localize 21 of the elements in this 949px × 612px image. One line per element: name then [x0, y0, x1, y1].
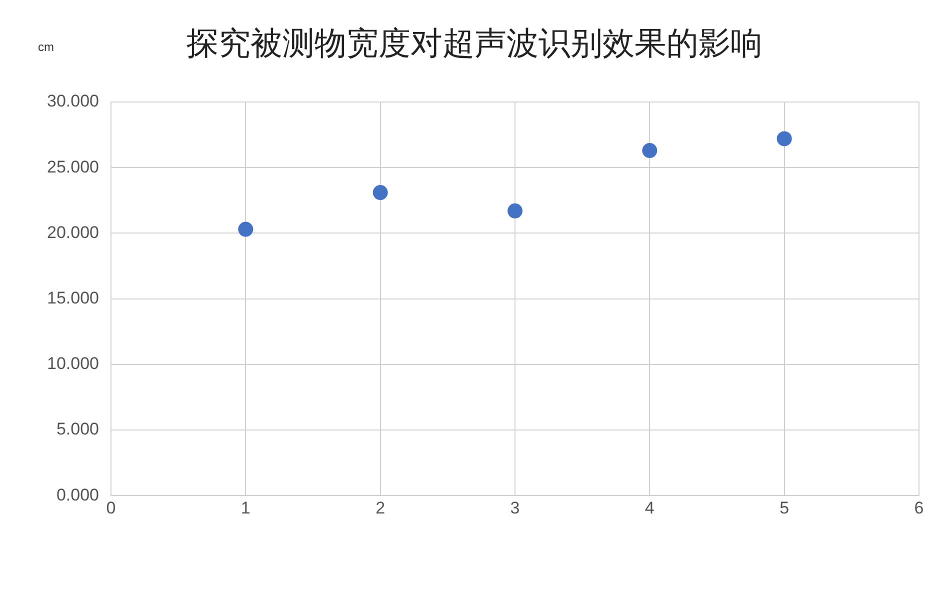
y-tick-label: 0.000 — [56, 485, 99, 504]
point — [642, 143, 658, 158]
y-axis-title: cm — [38, 40, 54, 54]
point — [508, 203, 522, 218]
point — [372, 185, 388, 200]
y-tick-label: 30.000 — [46, 92, 99, 111]
point — [238, 222, 254, 237]
y-tick-label: 5.000 — [56, 420, 99, 439]
x-tick-label: 3 — [510, 498, 520, 518]
x-tick-label: 0 — [106, 498, 116, 518]
x-tick-label: 2 — [376, 498, 386, 518]
point — [776, 131, 792, 146]
x-tick-label: 6 — [914, 498, 924, 518]
chart-title: 探究被测物宽度对超声波识别效果的影响 — [186, 24, 762, 62]
x-tick-label: 4 — [644, 498, 654, 518]
x-tick-label: 5 — [780, 498, 790, 518]
x-tick-label: 1 — [240, 498, 250, 518]
y-tick-label: 20.000 — [46, 222, 99, 242]
y-tick-label: 25.000 — [46, 157, 99, 176]
y-tick-label: 15.000 — [46, 288, 99, 308]
y-tick-label: 10.000 — [46, 354, 99, 374]
